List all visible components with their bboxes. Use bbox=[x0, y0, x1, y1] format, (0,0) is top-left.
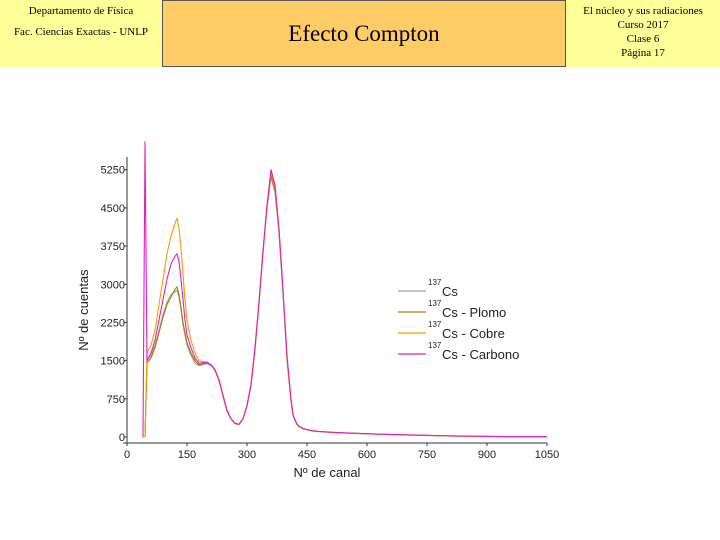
y-tick-label: 3750 bbox=[101, 241, 125, 253]
header-left-panel: Departamento de Física Fac. Ciencias Exa… bbox=[0, 0, 162, 67]
header-title-panel: Efecto Compton bbox=[162, 0, 566, 67]
legend-superscript: 137 bbox=[428, 320, 442, 329]
x-tick-label: 750 bbox=[418, 449, 436, 461]
x-tick-label: 450 bbox=[298, 449, 316, 461]
legend-label: Cs - Plomo bbox=[442, 305, 506, 320]
y-tick-label: 2250 bbox=[101, 317, 125, 329]
series-line-3 bbox=[142, 141, 547, 438]
x-tick-label: 900 bbox=[478, 449, 496, 461]
x-tick-label: 600 bbox=[358, 449, 376, 461]
course-name: El núcleo y sus radiaciones bbox=[583, 5, 703, 17]
x-tick-label: 300 bbox=[238, 449, 256, 461]
y-tick-label: 0 bbox=[119, 432, 125, 444]
legend-label: Cs bbox=[442, 284, 458, 299]
y-tick-label: 5250 bbox=[101, 165, 125, 177]
legend-label: Cs - Carbono bbox=[442, 347, 519, 362]
y-tick-label: 1500 bbox=[101, 356, 125, 368]
x-tick-label: 150 bbox=[178, 449, 196, 461]
y-tick-label: 3000 bbox=[101, 279, 125, 291]
y-tick-label: 4500 bbox=[101, 203, 125, 215]
chart-series bbox=[142, 141, 547, 438]
x-tick-label: 1050 bbox=[535, 449, 559, 461]
faculty-label: Fac. Ciencias Exactas - UNLP bbox=[13, 26, 149, 38]
course-year: Curso 2017 bbox=[617, 19, 669, 31]
legend-superscript: 137 bbox=[428, 299, 442, 308]
legend-superscript: 137 bbox=[428, 278, 442, 287]
department-label: Departamento de Física bbox=[28, 5, 134, 17]
y-axis-title: Nº de cuentas bbox=[76, 269, 91, 351]
slide-title: Efecto Compton bbox=[288, 21, 440, 46]
header-right-panel: El núcleo y sus radiaciones Curso 2017 C… bbox=[566, 0, 720, 67]
x-tick-label: 0 bbox=[124, 449, 130, 461]
chart-axes: 0 750 1500 2250 3000 3750 4500 5250 0 150 300 450 60… bbox=[76, 157, 559, 480]
class-number: Clase 6 bbox=[626, 33, 660, 45]
legend-label: Cs - Cobre bbox=[442, 326, 505, 341]
x-axis-title: Nº de canal bbox=[294, 465, 361, 480]
page-number: Página 17 bbox=[621, 47, 665, 59]
y-tick-label: 750 bbox=[107, 394, 125, 406]
legend-superscript: 137 bbox=[428, 341, 442, 350]
